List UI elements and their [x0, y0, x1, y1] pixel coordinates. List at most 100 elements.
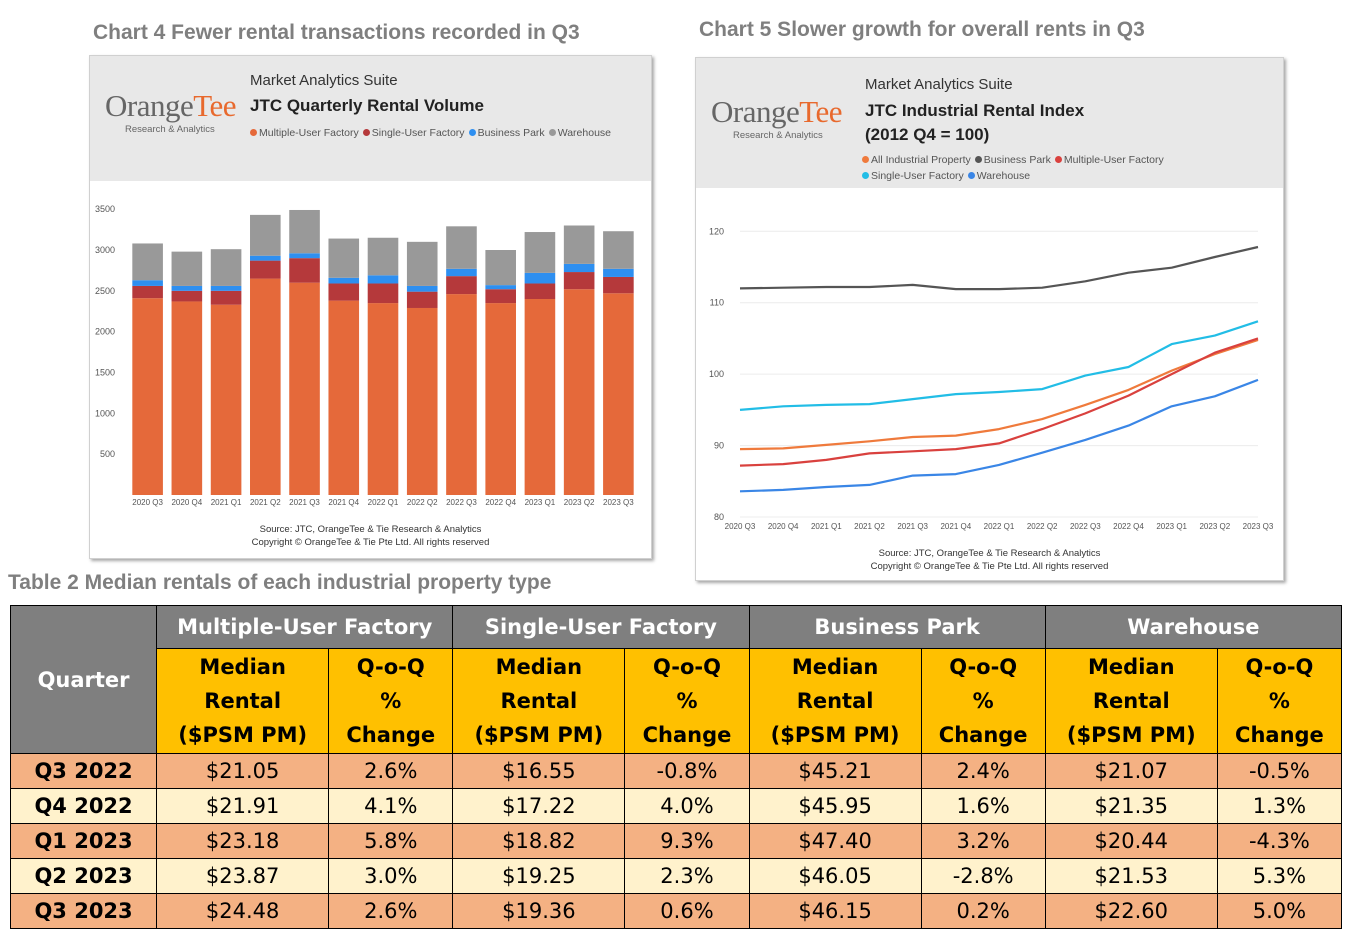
qoq-change-cell: 1.6%	[920, 788, 1046, 824]
median-rental-cell: $45.21	[748, 753, 922, 789]
bar-segment	[406, 291, 438, 308]
legend-item: Warehouse	[967, 168, 1031, 184]
y-tick-label: 80	[714, 512, 724, 522]
qoq-change-cell: 2.3%	[624, 858, 750, 894]
chart5-suite-label: Market Analytics Suite	[865, 76, 1013, 93]
bar-segment	[289, 209, 320, 254]
legend-marker	[974, 156, 982, 163]
series-line	[739, 320, 1259, 411]
header-line: Median	[1088, 655, 1175, 679]
table-row: Q3 2023 $24.48 2.6% $19.36 0.6% $46.15 0.2% $22…	[9, 893, 1343, 929]
chart5-plot: 80 90 100 110 120 2020 Q3 2020 Q4 2021 Q1 2021 Q…	[709, 226, 1274, 531]
bar-segment	[210, 285, 242, 291]
x-tick-label: 2023 Q2	[1199, 522, 1230, 531]
bar-segment	[446, 226, 477, 269]
bar-segment	[367, 283, 399, 304]
header-line: ($PSM PM)	[178, 723, 308, 747]
qoq-change-cell: 4.0%	[624, 788, 750, 824]
bar-segment	[485, 303, 516, 495]
bar-segment	[563, 263, 595, 273]
bar-segment	[446, 294, 477, 495]
bar-segment	[289, 258, 320, 283]
legend-marker	[250, 129, 257, 136]
quarter-cell: Q1 2023	[9, 823, 158, 859]
chart4-header	[90, 56, 651, 181]
legend-item: Single-User Factory	[362, 125, 465, 141]
median-rental-cell: $20.44	[1044, 823, 1218, 859]
x-tick-label: 2021 Q1	[211, 498, 242, 507]
quarter-cell: Q2 2023	[9, 858, 158, 894]
legend-item: Warehouse	[548, 125, 611, 141]
median-rental-cell: $16.55	[452, 753, 626, 789]
bar-segment	[563, 225, 595, 264]
y-tick-label: 3500	[95, 204, 115, 214]
median-rental-header: Median Rental ($PSM PM)	[748, 648, 922, 754]
legend-label: Business Park	[983, 154, 1051, 166]
bar-segment	[132, 243, 163, 281]
y-tick-label: 3000	[95, 245, 115, 255]
qoq-change-header: Q-o-Q% Change	[920, 648, 1046, 754]
chart5-subtitle: (2012 Q4 = 100)	[865, 125, 990, 144]
header-line: Change	[1235, 723, 1324, 747]
y-tick-label: 2000	[95, 327, 115, 337]
group-header: Business Park	[748, 605, 1046, 649]
bar-segment	[289, 253, 320, 259]
x-tick-label: 2021 Q1	[811, 522, 842, 531]
logo-tagline: Research & Analytics	[125, 124, 215, 135]
median-rental-header: Median Rental ($PSM PM)	[452, 648, 626, 754]
x-tick-label: 2021 Q2	[854, 522, 885, 531]
chart5-copyright-line: Copyright © OrangeTee & Tie Pte Ltd. All…	[870, 561, 1109, 572]
bar-segment	[524, 299, 556, 495]
bar-segment	[210, 249, 242, 286]
bar-segment	[328, 238, 360, 278]
chart4-copyright-line: Copyright © OrangeTee & Tie Pte Ltd. All…	[251, 537, 490, 548]
y-tick-label: 2500	[95, 286, 115, 296]
legend-item: Multiple-User Factory	[1054, 152, 1164, 168]
x-tick-label: 2022 Q3	[1070, 522, 1101, 531]
bar-segment	[250, 255, 281, 261]
x-tick-label: 2022 Q1	[984, 522, 1015, 531]
chart5-logo: OrangeTee Research & Analytics	[711, 94, 843, 141]
legend-marker	[862, 172, 869, 179]
x-tick-label: 2021 Q4	[940, 522, 971, 531]
qoq-change-cell: -0.8%	[624, 753, 750, 789]
series-line	[739, 337, 1259, 467]
bar-segment	[171, 251, 203, 286]
header-line: Rental	[500, 689, 578, 713]
quarter-cell: Q3 2022	[9, 753, 158, 789]
qoq-change-cell: 2.6%	[328, 753, 454, 789]
bar-segment	[406, 285, 438, 292]
chart4-legend: Multiple-User Factory Single-User Factory…	[250, 125, 615, 141]
y-tick-label: 100	[709, 369, 724, 379]
legend-label: All Industrial Property	[871, 154, 971, 166]
qoq-change-cell: 3.2%	[920, 823, 1046, 859]
legend-marker	[1054, 156, 1062, 163]
bar-segment	[406, 241, 438, 286]
chart4-source-line: Source: JTC, OrangeTee & Tie Research & …	[259, 524, 482, 535]
bar-segment	[328, 300, 360, 495]
legend-label: Single-User Factory	[371, 127, 465, 139]
bar-segment	[250, 214, 281, 256]
legend-item: All Industrial Property	[862, 152, 971, 168]
logo-tagline: Research & Analytics	[733, 130, 823, 141]
bar-segment	[367, 275, 399, 284]
chart4-heading: Chart 4 Fewer rental transactions record…	[93, 21, 580, 44]
legend-label: Warehouse	[976, 170, 1031, 182]
median-rental-cell: $47.40	[748, 823, 922, 859]
bar-segment	[367, 237, 399, 276]
bar-segment	[603, 293, 634, 495]
y-tick-label: 90	[714, 441, 724, 451]
legend-label: Business Park	[477, 127, 545, 139]
median-rental-cell: $19.25	[452, 858, 626, 894]
x-tick-label: 2020 Q4	[171, 498, 202, 507]
chart5-title: JTC Industrial Rental Index	[865, 101, 1085, 120]
bar-segment	[485, 289, 516, 304]
median-rental-cell: $21.91	[156, 788, 330, 824]
header-line: Median	[791, 655, 879, 679]
qoq-change-cell: 5.0%	[1216, 893, 1343, 929]
x-tick-label: 2022 Q2	[407, 498, 438, 507]
chart5-header	[696, 58, 1283, 188]
bar-segment	[171, 290, 203, 302]
qoq-change-cell: 2.4%	[920, 753, 1046, 789]
median-rental-cell: $19.36	[452, 893, 626, 929]
